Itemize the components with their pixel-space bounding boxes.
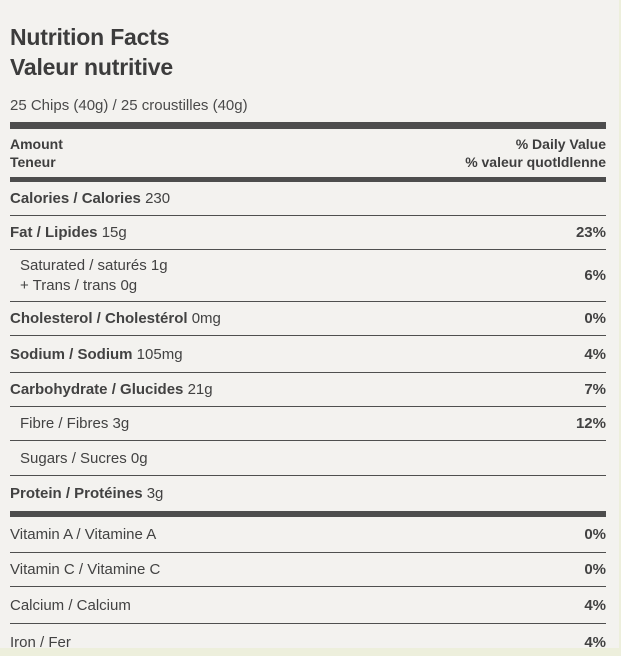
- daily-value-header: % Daily Value % valeur quotldlenne: [465, 135, 606, 171]
- row-saturated-trans-percent: 6%: [584, 267, 606, 284]
- row-vitamin-a: Vitamin A / Vitamine A 0%: [10, 517, 606, 553]
- separator-bar-protein: [10, 511, 606, 517]
- row-iron: Iron / Fer 4%: [10, 624, 606, 656]
- separator-bar-header: [10, 177, 606, 182]
- row-carbohydrate-label: Carbohydrate / Glucides 21g: [10, 381, 213, 398]
- row-vitamin-a-label: Vitamin A / Vitamine A: [10, 526, 157, 543]
- row-saturated-trans: Saturated / saturés 1g + Trans / trans 0…: [10, 250, 606, 302]
- row-carbohydrate: Carbohydrate / Glucides 21g 7%: [10, 373, 606, 407]
- row-fat: Fat / Lipides 15g 23%: [10, 216, 606, 250]
- row-sugars-label: Sugars / Sucres 0g: [20, 449, 148, 467]
- row-sodium-label: Sodium / Sodium 105mg: [10, 345, 183, 363]
- daily-value-header-fr: % valeur quotldlenne: [465, 154, 606, 170]
- row-cholesterol-percent: 0%: [584, 310, 606, 327]
- row-iron-percent: 4%: [584, 633, 606, 651]
- row-calories-label: Calories / Calories 230: [10, 190, 171, 207]
- row-fat-percent: 23%: [575, 224, 606, 241]
- row-calcium-percent: 4%: [584, 596, 606, 614]
- row-vitamin-c: Vitamin C / Vitamine C 0%: [10, 553, 606, 587]
- title-english: Nutrition Facts: [10, 24, 170, 50]
- row-vitamin-a-percent: 0%: [584, 526, 606, 543]
- amount-header: Amount Teneur: [10, 135, 63, 171]
- row-saturated-trans-label: Saturated / saturés 1g + Trans / trans 0…: [20, 256, 168, 294]
- row-calcium-label: Calcium / Calcium: [10, 596, 131, 614]
- amount-header-en: Amount: [10, 136, 63, 152]
- row-calories: Calories / Calories 230: [10, 182, 606, 216]
- row-fibre-percent: 12%: [575, 415, 606, 432]
- column-header: Amount Teneur % Daily Value % valeur quo…: [10, 129, 606, 177]
- row-calcium: Calcium / Calcium 4%: [10, 587, 606, 624]
- row-sugars: Sugars / Sucres 0g: [10, 441, 606, 476]
- row-cholesterol-label: Cholesterol / Cholestérol 0mg: [10, 310, 221, 327]
- daily-value-header-en: % Daily Value: [515, 136, 606, 152]
- row-vitamin-c-label: Vitamin C / Vitamine C: [10, 561, 161, 578]
- row-carbohydrate-percent: 7%: [584, 381, 606, 398]
- serving-size: 25 Chips (40g) / 25 croustilles (40g): [10, 97, 248, 114]
- row-sodium: Sodium / Sodium 105mg 4%: [10, 336, 606, 373]
- row-fibre: Fibre / Fibres 3g 12%: [10, 407, 606, 441]
- row-vitamin-c-percent: 0%: [584, 561, 606, 578]
- row-sodium-percent: 4%: [584, 345, 606, 363]
- amount-header-fr: Teneur: [10, 154, 56, 170]
- row-protein: Protein / Protéines 3g: [10, 476, 606, 511]
- panel-title: Nutrition Facts Valeur nutritive: [10, 22, 606, 82]
- row-fibre-label: Fibre / Fibres 3g: [20, 415, 130, 432]
- row-iron-label: Iron / Fer: [10, 633, 71, 651]
- row-protein-label: Protein / Protéines 3g: [10, 485, 164, 502]
- separator-bar-top: [10, 122, 606, 129]
- title-french: Valeur nutritive: [10, 54, 173, 80]
- row-fat-label: Fat / Lipides 15g: [10, 224, 127, 241]
- row-cholesterol: Cholesterol / Cholestérol 0mg 0%: [10, 302, 606, 336]
